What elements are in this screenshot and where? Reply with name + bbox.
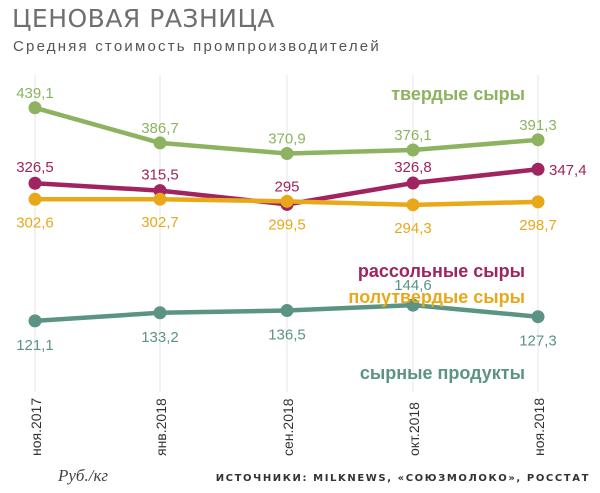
data-label: 136,5 <box>268 327 306 344</box>
data-label: 299,5 <box>268 216 306 233</box>
data-point <box>406 298 420 312</box>
data-point <box>280 146 294 160</box>
data-point <box>406 198 420 212</box>
data-label: 347,4 <box>549 162 587 179</box>
data-point <box>280 304 294 318</box>
data-point <box>28 192 42 206</box>
x-tick-label: окт.2018 <box>406 402 422 456</box>
data-label: 370,9 <box>268 130 306 147</box>
unit-label: Руб./кг <box>58 466 109 485</box>
data-point <box>28 176 42 190</box>
data-label: 391,3 <box>519 117 557 134</box>
data-label: 144,6 <box>394 277 432 294</box>
data-label: 302,6 <box>16 214 54 231</box>
data-point <box>153 192 167 206</box>
x-tick-label: янв.2018 <box>153 398 169 456</box>
data-label: 302,7 <box>141 214 179 231</box>
chart-subtitle: Средняя стоимость промпроизводителей <box>13 38 381 55</box>
data-point <box>153 306 167 320</box>
data-point <box>531 133 545 147</box>
data-point <box>531 310 545 324</box>
data-label: 326,5 <box>16 159 54 176</box>
source-note: ИСТОЧНИКИ: MILKNEWS, «СОЮЗМОЛОКО», РОССТ… <box>215 473 590 484</box>
data-label: 127,3 <box>519 333 557 350</box>
data-label: 298,7 <box>519 217 557 234</box>
data-point <box>280 194 294 208</box>
data-point <box>531 162 545 176</box>
data-label: 376,1 <box>394 127 432 144</box>
data-point <box>406 176 420 190</box>
x-tick-label: сен.2018 <box>280 398 296 456</box>
data-label: 121,1 <box>16 337 54 354</box>
legend-entry: полутвердые сыры <box>348 287 525 307</box>
data-point <box>153 136 167 150</box>
legend-entry: рассольные сыры <box>358 261 525 281</box>
data-label: 326,8 <box>394 159 432 176</box>
legend-entry: твердые сыры <box>391 84 525 104</box>
x-tick-label: ноя.2018 <box>531 398 547 456</box>
data-label: 439,1 <box>16 85 54 102</box>
data-point <box>406 143 420 157</box>
x-tick-label: ноя.2017 <box>28 398 44 456</box>
legend-entry: сырные продукты <box>360 363 525 383</box>
data-point <box>531 195 545 209</box>
data-point <box>28 101 42 115</box>
chart-title: ЦЕНОВАЯ РАЗНИЦА <box>12 4 275 33</box>
data-label: 386,7 <box>141 120 179 137</box>
data-point <box>28 314 42 328</box>
data-label: 133,2 <box>141 329 179 346</box>
data-label: 315,5 <box>141 167 179 184</box>
data-label: 295 <box>274 178 299 195</box>
data-label: 294,3 <box>394 220 432 237</box>
